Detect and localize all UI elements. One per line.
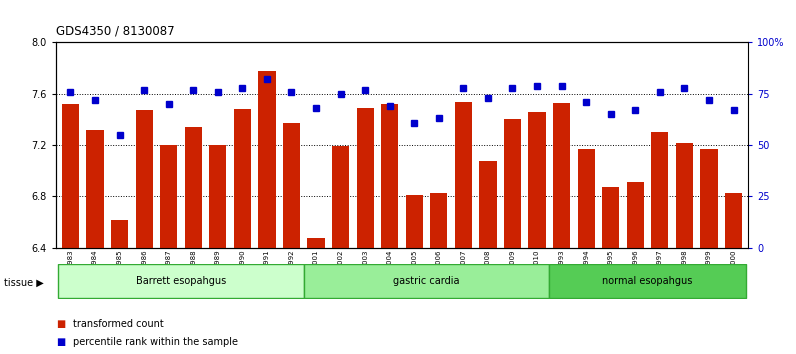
Text: gastric cardia: gastric cardia — [393, 276, 460, 286]
Bar — [504, 119, 521, 248]
Text: ■: ■ — [56, 319, 65, 329]
Text: tissue ▶: tissue ▶ — [4, 278, 44, 288]
Text: ■: ■ — [56, 337, 65, 347]
FancyBboxPatch shape — [304, 264, 549, 298]
Bar — [357, 108, 374, 248]
Bar — [209, 145, 226, 248]
Bar — [307, 238, 325, 248]
Bar — [479, 161, 497, 248]
Text: transformed count: transformed count — [73, 319, 164, 329]
Bar — [651, 132, 669, 248]
Text: normal esopahgus: normal esopahgus — [603, 276, 693, 286]
Bar — [111, 219, 128, 248]
Bar — [725, 193, 742, 248]
Bar — [455, 102, 472, 248]
Bar — [676, 143, 693, 248]
Bar — [626, 182, 644, 248]
Text: Barrett esopahgus: Barrett esopahgus — [136, 276, 226, 286]
Bar — [553, 103, 570, 248]
Text: percentile rank within the sample: percentile rank within the sample — [73, 337, 238, 347]
FancyBboxPatch shape — [58, 264, 304, 298]
FancyBboxPatch shape — [549, 264, 746, 298]
Bar — [529, 112, 545, 248]
Bar — [234, 109, 251, 248]
Bar — [430, 193, 447, 248]
Bar — [406, 195, 423, 248]
Bar — [700, 149, 717, 248]
Bar — [259, 71, 275, 248]
Bar — [185, 127, 202, 248]
Bar — [283, 123, 300, 248]
Bar — [578, 149, 595, 248]
Bar — [381, 104, 398, 248]
Bar — [602, 188, 619, 248]
Text: GDS4350 / 8130087: GDS4350 / 8130087 — [56, 25, 174, 38]
Bar — [135, 110, 153, 248]
Bar — [160, 145, 178, 248]
Bar — [87, 130, 103, 248]
Bar — [62, 104, 79, 248]
Bar — [332, 147, 349, 248]
